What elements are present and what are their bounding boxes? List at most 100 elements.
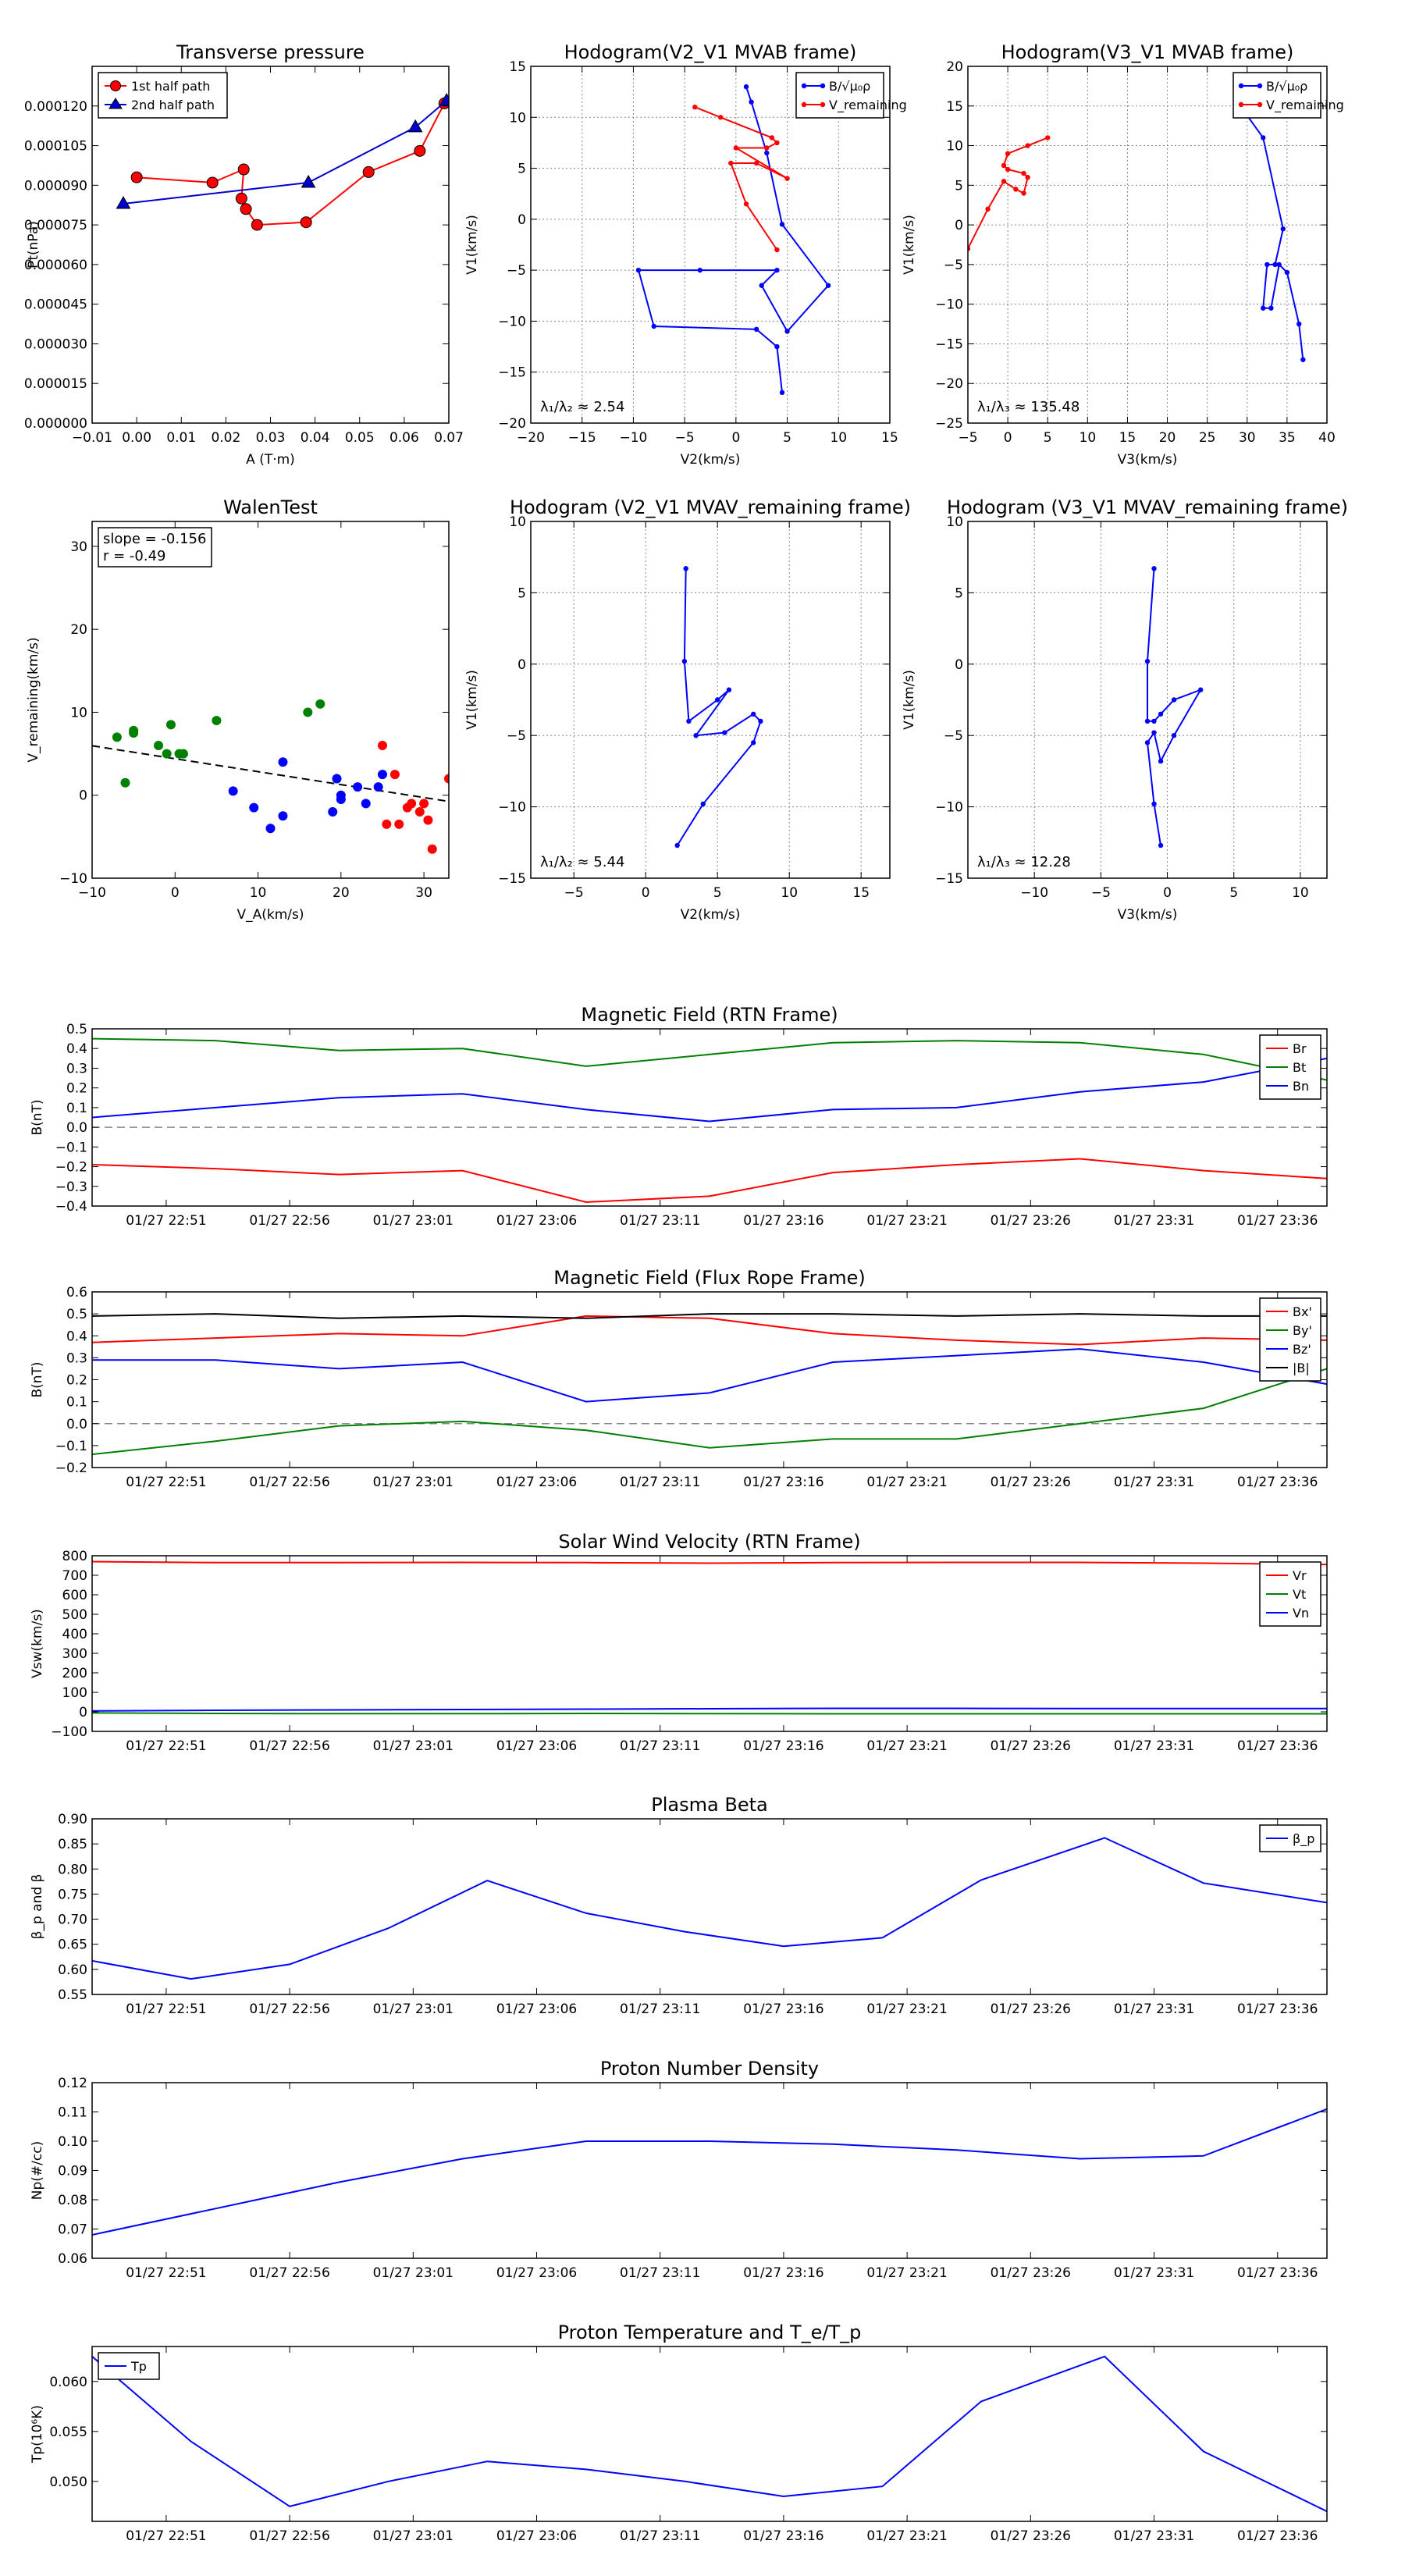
chart2-ytick-label: −20 <box>935 376 963 392</box>
chart4-xtick-label: 0 <box>642 885 650 901</box>
chart3-title: WalenTest <box>223 496 318 518</box>
chart7-xtick-label: 01/27 23:31 <box>1114 1475 1194 1490</box>
chart7-xtick-label: 01/27 23:01 <box>373 1475 454 1490</box>
chart0-ytick-label: 0.000030 <box>24 336 87 352</box>
chart1-series0-point11 <box>753 326 759 333</box>
chart9-xtick-label: 01/27 23:36 <box>1237 2001 1318 2017</box>
chart2-legend-label: V_remaining <box>1266 98 1344 113</box>
chart11-xtick-label: 01/27 22:51 <box>126 2528 206 2544</box>
chart3-series1-point1 <box>249 802 259 813</box>
chart4-xtick-label: 5 <box>713 885 722 901</box>
chart8-ytick-label: 600 <box>62 1588 87 1603</box>
chart3-series2-point5 <box>407 799 417 809</box>
chart5-series0-point6 <box>1197 687 1204 692</box>
chart5-ytick-label: −10 <box>935 800 963 816</box>
chart1-series0-point3 <box>779 222 785 227</box>
chart4-series0-point11 <box>674 842 680 849</box>
chart1-ytick-label: 10 <box>509 110 526 126</box>
chart1-xtick-label: 5 <box>783 430 791 446</box>
chart11-xtick-label: 01/27 23:21 <box>866 2528 947 2544</box>
chart0-series0-point7 <box>362 165 375 178</box>
chart3-series2-point7 <box>419 799 429 809</box>
chart6-legend: Br Bt Bn <box>1259 1034 1321 1100</box>
chart2-series1-point2 <box>1005 151 1011 156</box>
chart3-series1-point7 <box>336 790 346 800</box>
chart6-xtick-label: 01/27 23:26 <box>991 1213 1071 1229</box>
chart6-xtick-label: 01/27 23:36 <box>1237 1213 1318 1229</box>
chart2-ytick-label: −10 <box>935 297 963 313</box>
chart10-xtick-label: 01/27 23:11 <box>620 2265 700 2281</box>
chart9-ytick-label: 0.65 <box>58 1937 87 1953</box>
chart2-ytick-label: 15 <box>946 99 963 115</box>
chart0-series1-point2 <box>407 119 423 133</box>
chart2-series1-point1 <box>1025 143 1030 148</box>
chart5-frame <box>967 521 1328 879</box>
chart7-xtick-label: 01/27 23:21 <box>866 1475 947 1490</box>
chart4-ylabel: V1(km/s) <box>464 670 480 730</box>
chart0-series1-point1 <box>301 174 316 188</box>
chart6-xtick-label: 01/27 23:06 <box>496 1213 577 1229</box>
chart8-ytick-label: 400 <box>62 1627 87 1642</box>
chart2-series1-point3 <box>1001 162 1007 169</box>
chart4-ytick-label: −15 <box>498 871 526 887</box>
chart8-legend-label: Vn <box>1293 1606 1309 1621</box>
chart7-ytick-label: 0.5 <box>66 1307 87 1322</box>
chart1-annotation: λ₁/λ₂ ≈ 2.54 <box>540 399 624 415</box>
chart2-ytick-label: −25 <box>935 416 963 432</box>
chart3-ytick-label: 30 <box>70 539 87 555</box>
chart1-ytick-label: 15 <box>509 59 526 75</box>
chart3-series2-point8 <box>423 815 433 825</box>
chart2-ytick-label: −15 <box>935 336 963 352</box>
chart1-series1-point9 <box>743 201 749 207</box>
chart0-series0-point3 <box>235 192 247 205</box>
chart5-ylabel: V1(km/s) <box>902 670 917 730</box>
chart1-legend-label: V_remaining <box>829 98 907 113</box>
chart3-xtick-label: 0 <box>171 885 180 901</box>
chart3-series2-point6 <box>414 806 425 817</box>
chart2-series1-point7 <box>1021 190 1026 196</box>
chart5-series0-point0 <box>1151 566 1157 571</box>
chart4-series0-point8 <box>758 718 763 724</box>
chart7-xtick-label: 01/27 23:16 <box>743 1475 823 1490</box>
chart3-series0-point10 <box>212 716 222 726</box>
chart7-series1-line <box>92 1368 1327 1456</box>
chart0-xtick-label: 0.07 <box>434 430 464 446</box>
chart2-series1-point5 <box>1021 170 1026 176</box>
chart2-legend-label: B/√μ₀ρ <box>1266 79 1307 94</box>
chart7-xtick-label: 01/27 22:51 <box>126 1475 206 1490</box>
chart-3: WalenTest −10 0 10 20 30 −10 0 10 20 30 V_A(km/s) V_… <box>26 496 450 923</box>
chart1-series0-point9 <box>635 267 642 273</box>
chart7-title: Magnetic Field (Flux Rope Frame) <box>553 1267 865 1289</box>
chart8-ytick-label: 0 <box>79 1705 87 1720</box>
chart5-series0-point9 <box>1151 730 1157 735</box>
chart2-series0-point3 <box>1272 262 1278 268</box>
chart7-series3-line <box>92 1313 1327 1319</box>
chart4-series0-point3 <box>715 697 720 703</box>
chart4-xtick-label: −5 <box>564 885 584 901</box>
chart5-series0-point8 <box>1158 758 1164 764</box>
chart9-ytick-label: 0.90 <box>58 1812 87 1827</box>
chart11-series0-line <box>92 2355 1327 2513</box>
chart1-series0-point4 <box>825 283 831 288</box>
chart7-ytick-label: −0.2 <box>55 1461 87 1476</box>
chart1-ytick-label: −15 <box>498 365 526 381</box>
chart10-xtick-label: 01/27 23:01 <box>373 2265 454 2281</box>
chart8-xtick-label: 01/27 23:21 <box>866 1738 947 1754</box>
chart3-ytick-label: 20 <box>70 622 87 638</box>
chart1-series0-point12 <box>774 343 780 350</box>
chart1-series0-line <box>637 86 830 393</box>
chart2-xtick-label: 30 <box>1239 430 1256 446</box>
chart5-ytick-label: 5 <box>955 585 963 601</box>
chart8-ytick-label: 100 <box>62 1685 87 1701</box>
chart8-ytick-label: 500 <box>62 1607 87 1623</box>
chart1-ylabel: V1(km/s) <box>464 215 480 275</box>
chart0-xtick-label: −0.01 <box>72 430 112 446</box>
chart7-xtick-label: 01/27 23:06 <box>496 1475 577 1490</box>
chart3-xtick-label: −10 <box>78 885 106 901</box>
chart-10: Proton Number Density 01/27 22:51 01/27 22… <box>30 2058 1328 2281</box>
chart10-ytick-label: 0.09 <box>58 2164 87 2179</box>
chart0-xtick-label: 0.02 <box>211 430 240 446</box>
chart2-xtick-label: 0 <box>1004 430 1012 446</box>
chart0-series1-line <box>123 100 447 205</box>
chart-11: Proton Temperature and T_e/T_p 01/27 22:5… <box>30 2322 1328 2544</box>
